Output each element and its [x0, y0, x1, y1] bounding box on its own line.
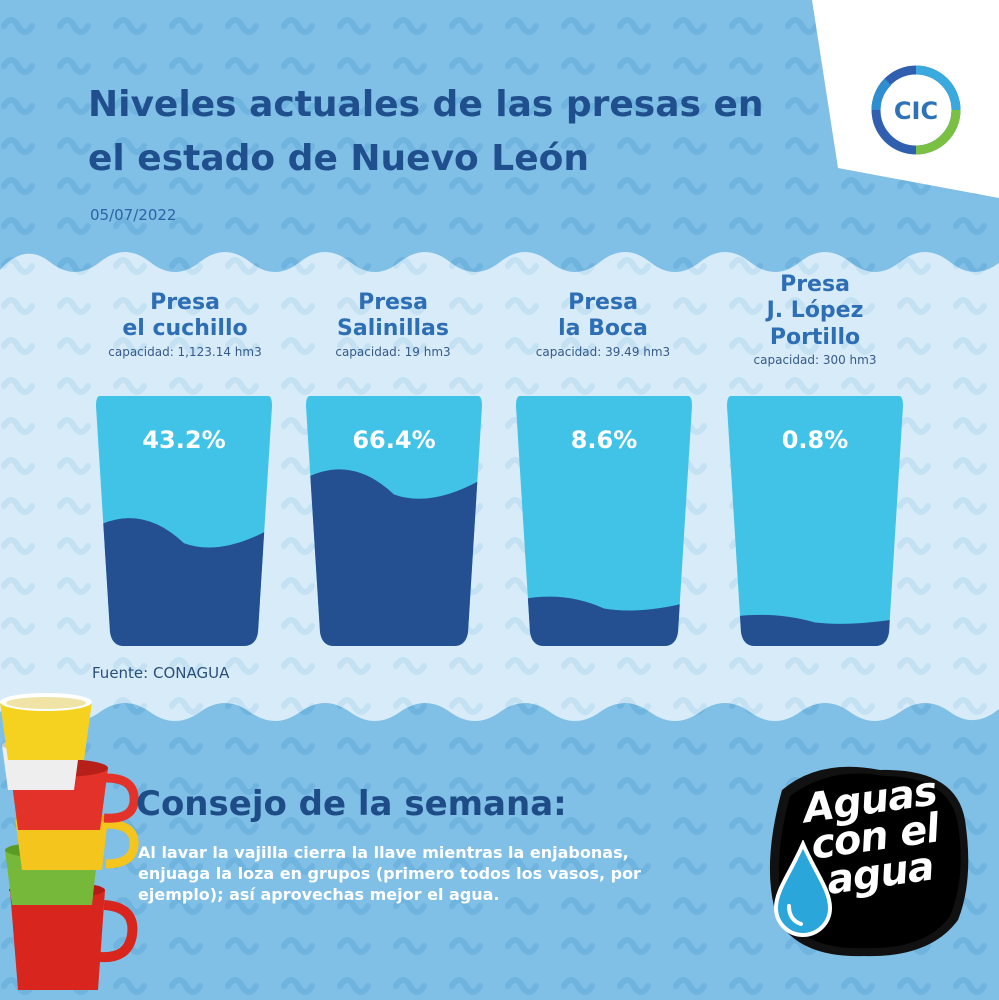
source-note: Fuente: CONAGUA: [92, 664, 230, 682]
dam-name: Presa la Boca: [558, 290, 648, 342]
percent-label: 8.6%: [571, 426, 638, 454]
percent-label: 43.2%: [142, 426, 225, 454]
glass-bar: 43.2%: [96, 396, 272, 646]
dam-name: Presa el cuchillo: [122, 290, 248, 342]
dam-label-salinillas: Presa Salinillas capacidad: 19 hm3: [298, 290, 488, 359]
logo-text: CIC: [894, 97, 938, 125]
water-level-bar: [727, 614, 903, 646]
dam-capacity: capacidad: 39.49 hm3: [535, 344, 671, 359]
dam-name: Presa Salinillas: [337, 290, 449, 342]
percent-label: 66.4%: [352, 426, 435, 454]
dam-capacity: capacidad: 19 hm3: [335, 344, 451, 359]
glass-bar: 0.8%: [727, 396, 903, 646]
tip-title: Consejo de la semana:: [136, 784, 567, 824]
dam-label-cuchillo: Presa el cuchillo capacidad: 1,123.14 hm…: [90, 290, 280, 359]
water-drop-icon: [773, 840, 833, 937]
glass-outline: [516, 396, 692, 646]
report-date: 05/07/2022: [90, 206, 177, 224]
water-level-bar: [516, 596, 692, 646]
dam-capacity: capacidad: 1,123.14 hm3: [108, 344, 262, 359]
dam-label-lopez-portillo: Presa J. López Portillo capacidad: 300 h…: [720, 272, 910, 367]
dam-capacity: capacidad: 300 hm3: [753, 353, 877, 368]
dam-name: Presa J. López Portillo: [766, 272, 864, 350]
water-level-bar: [306, 469, 482, 646]
tip-text: Al lavar la vajilla cierra la llave mien…: [138, 843, 641, 904]
page-title: Niveles actuales de las presas en el est…: [88, 84, 764, 179]
stacked-cups-icon: [0, 693, 139, 990]
water-level-bar: [96, 518, 272, 646]
dam-label-la-boca: Presa la Boca capacidad: 39.49 hm3: [508, 290, 698, 359]
cic-logo-icon: CIC: [871, 65, 961, 155]
percent-label: 0.8%: [782, 426, 849, 454]
glass-bar: 8.6%: [516, 396, 692, 646]
glass-outline: [727, 396, 903, 646]
glass-bar: 66.4%: [306, 396, 482, 646]
